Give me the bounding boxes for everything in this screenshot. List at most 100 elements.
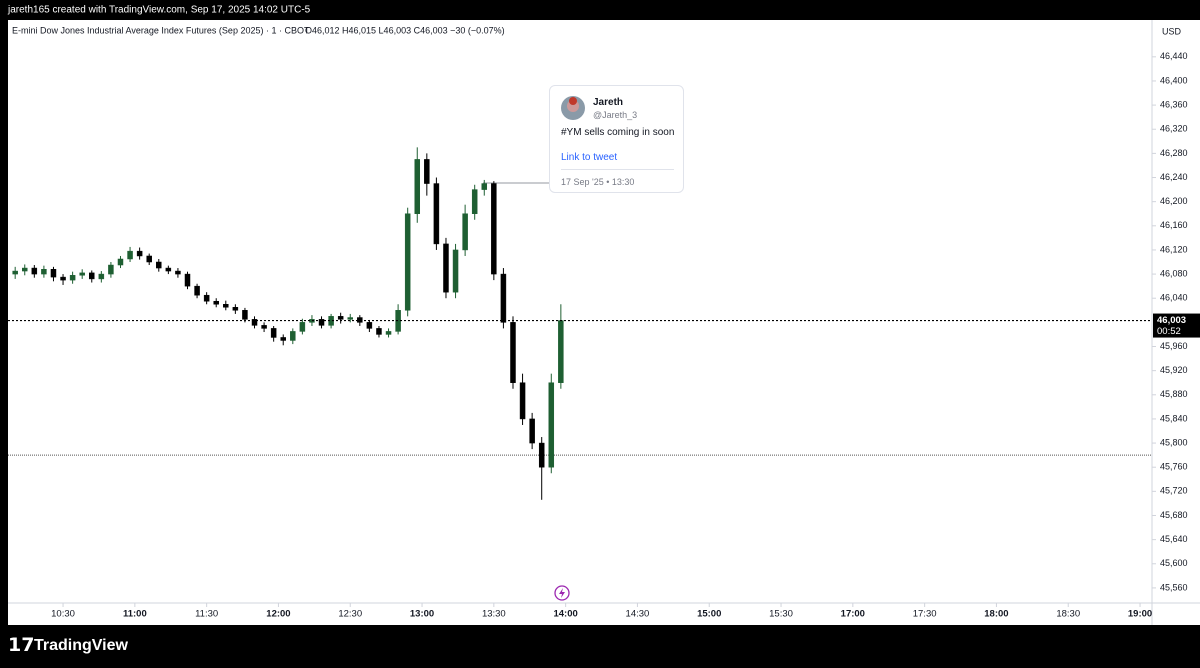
tweet-text: #YM sells coming in soon	[561, 127, 675, 138]
tweet-link[interactable]: Link to tweet	[561, 152, 618, 163]
candle-body	[404, 213, 411, 311]
y-tick-label: 46,120	[1160, 244, 1188, 254]
y-tick-label: 45,840	[1160, 413, 1188, 423]
candle-body	[22, 267, 28, 272]
last-price-badge	[1153, 313, 1200, 338]
candle-body	[242, 310, 248, 320]
candle-body	[136, 250, 143, 257]
candle-body	[424, 159, 430, 184]
candle-body	[31, 267, 38, 275]
x-tick-label: 15:00	[697, 609, 721, 620]
candle-body	[558, 320, 564, 383]
currency: USD	[1162, 26, 1182, 36]
symbol-title: E-mini Dow Jones Industrial Average Inde…	[12, 25, 310, 35]
candle-body	[270, 328, 277, 338]
y-tick-label: 46,400	[1160, 75, 1188, 85]
x-tick-label: 13:30	[482, 609, 506, 620]
tweet-date: 17 Sep '25 • 13:30	[561, 177, 635, 187]
y-tick-label: 46,040	[1160, 293, 1188, 303]
candle-body	[41, 269, 47, 275]
candle-body	[481, 183, 488, 190]
candle-body	[471, 189, 478, 214]
y-tick-label: 45,880	[1160, 389, 1188, 399]
candle-body	[519, 382, 526, 420]
tweet-handle: @Jareth_3	[593, 110, 638, 120]
y-tick-label: 46,440	[1160, 51, 1188, 61]
candle-body	[165, 267, 172, 272]
candle-body	[184, 273, 191, 287]
y-tick-label: 46,200	[1160, 196, 1188, 206]
avatar	[561, 96, 585, 120]
x-tick-label: 10:30	[51, 609, 75, 620]
candle-body	[156, 261, 162, 269]
last-price-label: 46,003	[1157, 315, 1186, 326]
candle-body	[443, 243, 449, 293]
candle-body	[347, 317, 353, 320]
candle-body	[50, 269, 57, 278]
y-tick-label: 45,560	[1160, 582, 1188, 592]
y-tick-label: 46,320	[1160, 124, 1188, 134]
x-tick-label: 14:00	[553, 609, 577, 620]
candle-body	[290, 331, 296, 341]
x-tick-label: 18:00	[984, 609, 1008, 620]
candle-body	[318, 319, 325, 326]
candle-body	[500, 273, 507, 323]
candle-body	[175, 270, 181, 275]
x-tick-label: 19:00	[1128, 609, 1152, 620]
candle-body	[251, 319, 258, 326]
candle-body	[79, 272, 85, 276]
candle-body	[280, 337, 286, 341]
countdown: 00:52	[1157, 326, 1181, 337]
x-tick-label: 11:30	[195, 609, 218, 620]
candle-body	[60, 276, 66, 281]
candle-body	[223, 304, 229, 308]
footer-logo: 𝟭𝟳	[8, 635, 34, 656]
tweet-card: Jareth @Jareth_3 #YM sells coming in soo…	[549, 85, 684, 193]
candle-body	[462, 213, 468, 251]
candle-body	[299, 322, 306, 332]
divider	[561, 169, 674, 170]
x-tick-label: 15:30	[769, 609, 793, 620]
event-icon-bolt	[559, 588, 565, 598]
x-tick-label: 13:00	[410, 609, 434, 620]
ohlc-text: O46,012 H46,015 L46,003 C46,003 −30 (−0.…	[305, 25, 505, 35]
y-tick-label: 45,680	[1160, 510, 1188, 520]
x-tick-label: 14:30	[626, 609, 650, 620]
footer-brand: TradingView	[34, 637, 129, 654]
plot	[8, 147, 1152, 500]
candle-body	[337, 316, 344, 320]
y-tick-label: 45,960	[1160, 341, 1188, 351]
candle-body	[366, 322, 373, 329]
candle-body	[414, 159, 421, 214]
candle-body	[538, 442, 545, 468]
y-tick-label: 46,240	[1160, 172, 1188, 182]
candle-body	[98, 273, 105, 280]
candle-body	[510, 322, 516, 383]
candle-body	[117, 258, 124, 266]
candle-body	[548, 382, 555, 468]
candle-body	[232, 307, 239, 311]
candle-body	[491, 183, 497, 275]
candle-body	[12, 270, 18, 275]
candle-body	[146, 255, 152, 263]
candle-body	[376, 328, 382, 335]
candle-body	[69, 275, 76, 281]
candle-body	[357, 317, 363, 323]
y-tick-label: 46,360	[1160, 99, 1188, 109]
candle-body	[89, 272, 95, 280]
candle-body	[433, 183, 440, 245]
y-tick-label: 46,160	[1160, 220, 1188, 230]
candle-body	[213, 300, 219, 305]
candle-body	[452, 249, 459, 293]
x-tick-label: 17:30	[913, 609, 937, 620]
y-tick-label: 45,760	[1160, 462, 1188, 472]
candle-body	[108, 264, 114, 275]
candle-body	[194, 285, 200, 296]
x-tick-label: 17:00	[841, 609, 865, 620]
x-tick-label: 12:00	[266, 609, 290, 620]
y-tick-label: 45,920	[1160, 365, 1188, 375]
x-tick-label: 11:00	[123, 609, 147, 620]
y-tick-label: 45,720	[1160, 486, 1188, 496]
y-tick-label: 46,280	[1160, 148, 1188, 158]
